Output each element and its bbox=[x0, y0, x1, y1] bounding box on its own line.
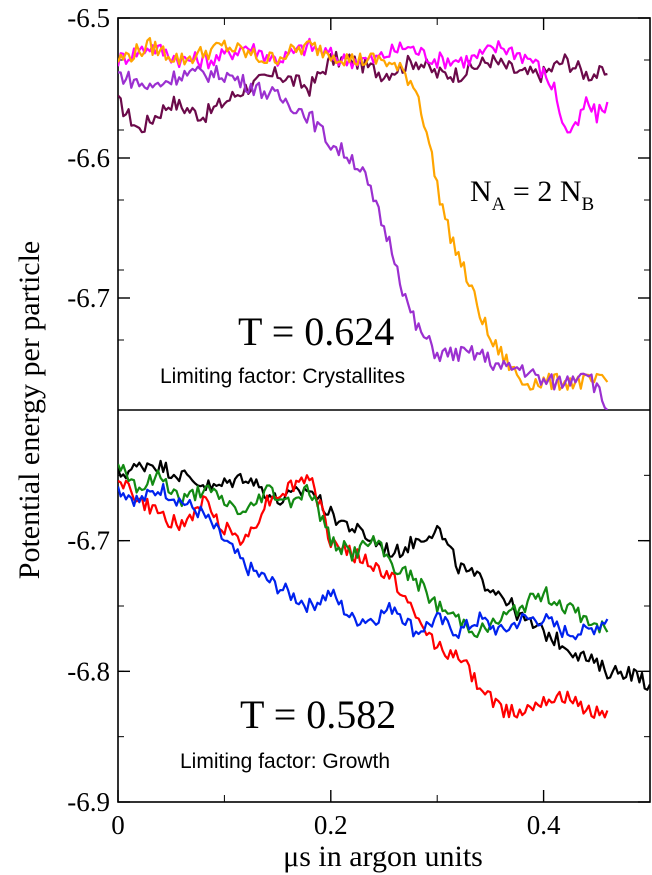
ratio-mid: = 2 N bbox=[505, 175, 581, 208]
ratio-n: N bbox=[470, 175, 492, 208]
top-limiting-factor-label: Limiting factor: Crystallites bbox=[160, 365, 405, 388]
y-axis-title: Potential energy per particle bbox=[13, 241, 46, 579]
x-tick-label: 0.2 bbox=[314, 810, 348, 840]
top-y-tick-label: -6.7 bbox=[67, 283, 110, 313]
top-temperature-label: T = 0.624 bbox=[238, 309, 394, 354]
top-series-line bbox=[118, 37, 609, 391]
ratio-sub-a: A bbox=[492, 194, 506, 215]
x-tick-label: 0 bbox=[111, 810, 125, 840]
bottom-series-line bbox=[118, 483, 609, 641]
x-tick-label: 0.4 bbox=[527, 810, 561, 840]
bottom-y-axis: -6.7 -6.8 -6.9 bbox=[67, 409, 650, 817]
x-axis: 0 0.2 0.4 bbox=[111, 18, 561, 840]
bottom-limiting-factor-label: Limiting factor: Growth bbox=[180, 750, 390, 773]
ratio-label: NA = 2 NB bbox=[470, 175, 594, 215]
top-panel-series bbox=[118, 37, 609, 410]
top-y-axis: -6.5 -6.6 -6.7 bbox=[67, 3, 650, 411]
ratio-sub-b: B bbox=[582, 194, 595, 215]
bottom-panel-series bbox=[118, 459, 650, 719]
bottom-temperature-label: T = 0.582 bbox=[240, 692, 396, 737]
bottom-y-tick-label: -6.8 bbox=[67, 656, 110, 686]
top-series-line bbox=[118, 50, 608, 134]
bottom-series-line bbox=[118, 463, 609, 639]
x-axis-title: μs in argon units bbox=[283, 840, 483, 873]
top-series-line bbox=[118, 64, 609, 410]
bottom-y-tick-label: -6.7 bbox=[67, 526, 110, 556]
top-y-tick-label: -6.6 bbox=[67, 143, 110, 173]
top-series-line bbox=[118, 37, 609, 134]
top-y-tick-label: -6.5 bbox=[67, 3, 110, 33]
bottom-y-tick-label: -6.9 bbox=[67, 787, 110, 817]
